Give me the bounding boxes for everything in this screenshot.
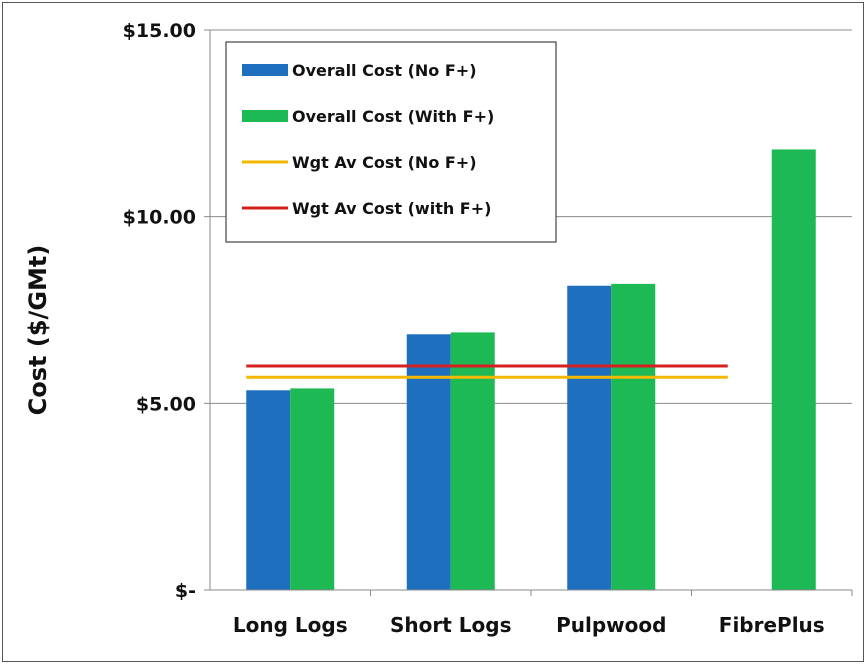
legend: Overall Cost (No F+) Overall Cost (With F… <box>225 41 557 243</box>
average-lines-layer <box>246 364 728 379</box>
legend-label: Overall Cost (No F+) <box>292 61 477 80</box>
legend-items: Overall Cost (No F+) Overall Cost (With F… <box>242 61 494 218</box>
x-tick-label: Long Logs <box>233 613 348 637</box>
x-tick-label: FibrePlus <box>719 613 825 637</box>
x-tick-label: Short Logs <box>390 613 511 637</box>
y-tick-label: $- <box>175 580 196 602</box>
bar-with-fplus <box>611 283 656 590</box>
bar-no-fplus <box>406 334 451 590</box>
y-axis-label: Cost ($/GMt) <box>24 245 52 416</box>
bar-no-fplus <box>567 285 612 590</box>
bar-no-fplus <box>246 390 291 590</box>
bar-with-fplus <box>290 388 335 590</box>
y-tick-label: $15.00 <box>123 20 196 42</box>
legend-swatch <box>242 64 288 76</box>
y-tick-label: $5.00 <box>136 393 196 415</box>
legend-swatch <box>242 110 288 122</box>
y-tick-label: $10.00 <box>123 207 196 229</box>
legend-label: Overall Cost (With F+) <box>292 107 494 126</box>
legend-label: Wgt Av Cost (No F+) <box>292 153 477 172</box>
bar-with-fplus <box>450 332 495 590</box>
x-tick-label: Pulpwood <box>556 613 666 637</box>
legend-label: Wgt Av Cost (with F+) <box>292 199 491 218</box>
bar-with-fplus <box>771 149 816 590</box>
axis-layer: $15.00 $10.00 $5.00 $- Long Logs Short Logs Pu… <box>123 20 853 637</box>
